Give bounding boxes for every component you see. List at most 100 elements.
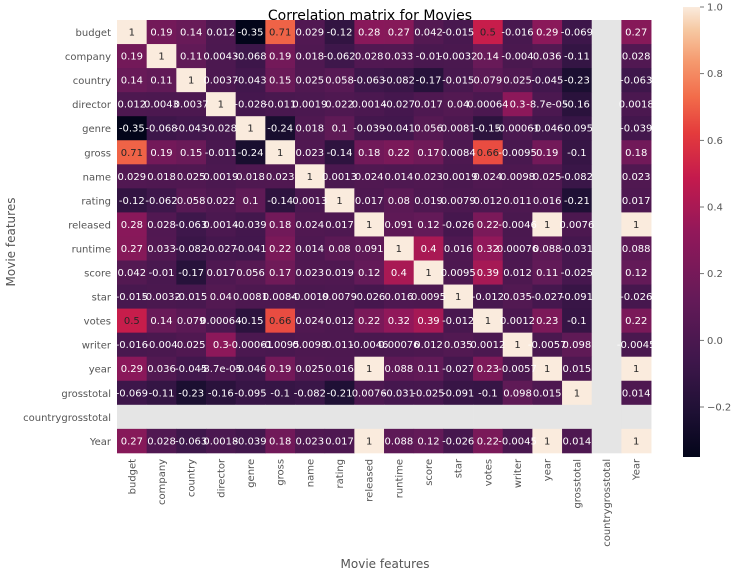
heatmap-cell: [413, 356, 444, 382]
cell-value-label: 0.22: [625, 316, 647, 327]
heatmap-cell: [265, 116, 296, 141]
heatmap-cell: [117, 356, 148, 382]
heatmap-cell: [235, 332, 266, 358]
heatmap-cell: [354, 404, 385, 430]
cell-value-label: 0.71: [121, 148, 143, 159]
cell-value-label: 0.08: [328, 244, 350, 255]
heatmap-cell: [532, 92, 563, 117]
cell-value-label: 0.0084: [441, 148, 476, 159]
heatmap-cell: [265, 140, 296, 165]
cell-value-label: 0.019: [414, 196, 443, 207]
cell-value-label: 0.056: [414, 124, 443, 135]
heatmap-cell: [502, 92, 533, 117]
heatmap-cell: [443, 188, 474, 213]
cell-value-label: 0.023: [266, 172, 295, 183]
heatmap-cell: [473, 92, 504, 117]
heatmap-cell: [502, 140, 533, 165]
heatmap-cell: [265, 236, 296, 261]
cell-value-label: 0.016: [325, 364, 354, 375]
heatmap-cell: [176, 428, 207, 454]
cell-value-label: 0.088: [622, 244, 651, 255]
cell-value-label: 0.012: [118, 100, 147, 111]
row-tick-label: score: [84, 269, 111, 280]
row-tick-label: year: [89, 365, 112, 376]
column-tick-label: score: [424, 459, 435, 486]
heatmap-cell: [473, 188, 504, 213]
heatmap-cell: [295, 68, 326, 93]
cell-value-label: 0.022: [207, 196, 236, 207]
heatmap-cell: [117, 188, 148, 213]
cell-value-label: 1: [633, 364, 639, 375]
heatmap-cell: [324, 260, 355, 285]
heatmap-cell: [206, 188, 237, 213]
heatmap-cell: [502, 356, 533, 382]
colorbar-tick-label: 0.4: [707, 203, 723, 214]
heatmap-cell: [206, 284, 237, 309]
heatmap-cell: [384, 212, 415, 237]
cell-value-label: 0.023: [414, 172, 443, 183]
heatmap-cell: [176, 284, 207, 309]
row-tick-label: director: [72, 100, 112, 111]
heatmap-cell: [532, 140, 563, 165]
heatmap-cell: [206, 380, 237, 406]
heatmap-cell: [117, 380, 148, 406]
heatmap-cell: [206, 116, 237, 141]
cell-value-label: 0.011: [325, 340, 354, 351]
cell-value-label: 0.0081: [233, 292, 268, 303]
cell-value-label: 1: [544, 220, 550, 231]
column-tick-label: writer: [513, 458, 524, 488]
heatmap-cell: [413, 236, 444, 261]
cell-value-label: 0.025: [177, 172, 206, 183]
cell-value-label: 0.035: [503, 292, 532, 303]
column-tick-label: country: [187, 459, 198, 497]
heatmap-cell: [532, 356, 563, 382]
cell-value-label: 0.27: [121, 244, 143, 255]
row-tick-label: votes: [84, 317, 111, 328]
heatmap-cell: [473, 44, 504, 69]
row-tick-label: country: [73, 76, 111, 87]
row-tick-label: company: [65, 52, 111, 63]
cell-value-label: -0.015: [442, 76, 474, 87]
heatmap-cell: [265, 356, 296, 382]
heatmap-cell: [176, 140, 207, 165]
heatmap-cell: [384, 380, 415, 406]
heatmap-cell: [354, 44, 385, 69]
cell-value-label: -0.039: [234, 220, 266, 231]
heatmap-cell: [621, 332, 652, 358]
cell-value-label: 0.28: [121, 220, 143, 231]
cell-value-label: -8.7e-05: [526, 100, 568, 111]
heatmap-cell: [413, 308, 444, 334]
cell-value-label: 0.0079: [441, 196, 476, 207]
heatmap-cell: [117, 92, 148, 117]
cell-value-label: 0.0076: [352, 388, 387, 399]
heatmap-cell: [146, 284, 177, 309]
heatmap-cell: [176, 164, 207, 189]
heatmap-cell: [384, 116, 415, 141]
heatmap-cell: [473, 428, 504, 454]
heatmap-cell: [384, 356, 415, 382]
cell-value-label: 0.028: [147, 436, 176, 447]
cell-value-label: -0.1: [567, 148, 587, 159]
heatmap-cell: [265, 404, 296, 430]
cell-value-label: -0.015: [442, 28, 474, 39]
heatmap-cell: [265, 428, 296, 454]
heatmap-cell: [502, 164, 533, 189]
heatmap-cell: [295, 284, 326, 309]
cell-value-label: 0.1: [332, 124, 348, 135]
heatmap-cell: [384, 284, 415, 309]
heatmap-cell: [235, 68, 266, 93]
cell-value-label: -0.004: [501, 52, 533, 63]
cell-value-label: 0.023: [296, 436, 325, 447]
heatmap-cell: [502, 44, 533, 69]
heatmap-cell: [562, 380, 593, 406]
heatmap-cell: [591, 20, 622, 45]
heatmap-cell: [591, 116, 622, 141]
heatmap-cell: [117, 284, 148, 309]
heatmap-cell: [413, 380, 444, 406]
heatmap-cell: [562, 404, 593, 430]
cell-value-label: 1: [336, 196, 342, 207]
heatmap-cell: [235, 308, 266, 334]
cell-value-label: 0.023: [296, 148, 325, 159]
cell-value-label: 0.012: [474, 196, 503, 207]
colorbar-ticks: 1.0 0.8 0.6 0.4 0.2 0.0 −0.2: [700, 3, 731, 414]
